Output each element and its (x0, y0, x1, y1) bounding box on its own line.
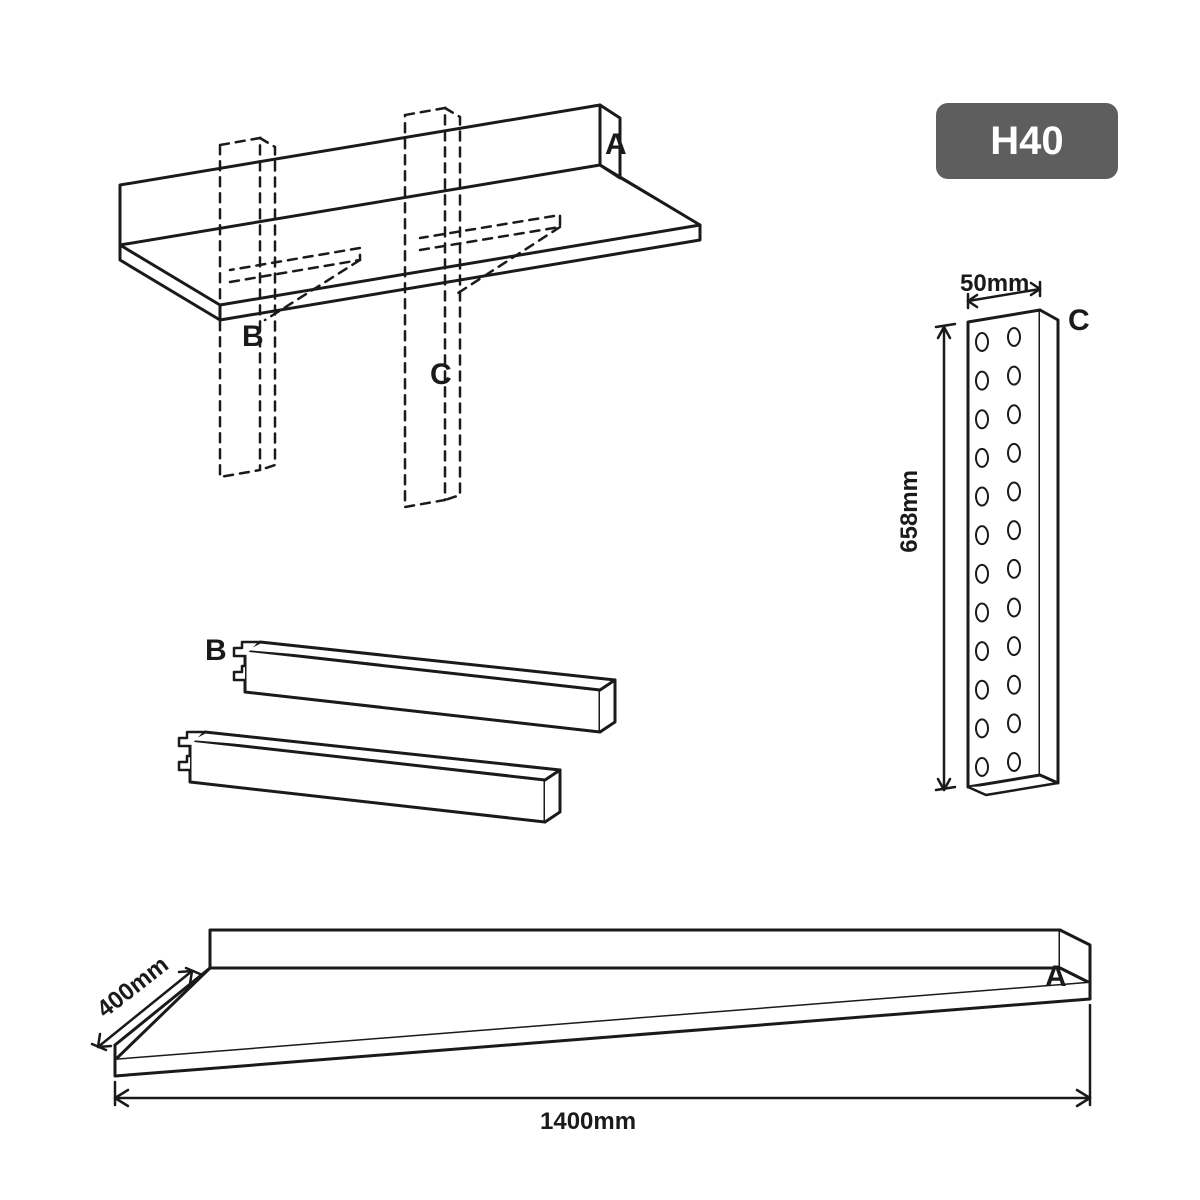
label-c-top: C (430, 358, 452, 392)
dim-c-width: 50mm (960, 270, 1029, 298)
model-badge-text: H40 (990, 119, 1063, 164)
dim-a-width: 1400mm (540, 1108, 636, 1136)
dim-c-height: 658mm (896, 470, 924, 553)
label-b-mid: B (205, 634, 227, 668)
model-badge: H40 (936, 103, 1118, 179)
label-b-top: B (242, 320, 264, 354)
assembly-diagram (60, 70, 760, 540)
label-a-top: A (605, 128, 627, 162)
label-a-bottom: A (1045, 960, 1067, 994)
label-c-right: C (1068, 304, 1090, 338)
